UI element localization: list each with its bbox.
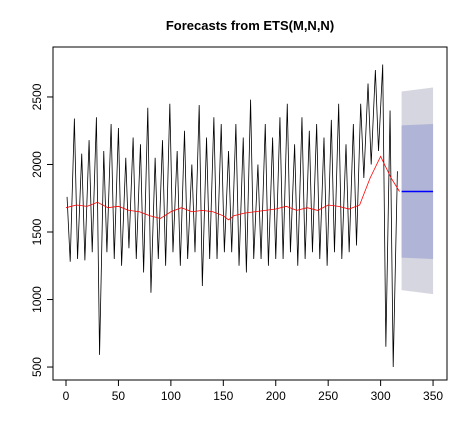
series-line	[66, 64, 398, 368]
x-tick-label: 0	[63, 389, 70, 403]
y-tick-label: 1500	[30, 218, 44, 245]
chart-title: Forecasts from ETS(M,N,N)	[166, 18, 334, 33]
x-tick-label: 250	[318, 389, 338, 403]
y-tick-label: 500	[30, 357, 44, 377]
y-tick-label: 1000	[30, 286, 44, 313]
series-line	[65, 155, 400, 221]
x-tick-label: 350	[423, 389, 443, 403]
y-tick-label: 2000	[30, 151, 44, 178]
y-tick-label: 2500	[30, 83, 44, 110]
plot-frame	[52, 46, 448, 381]
x-tick-label: 50	[112, 389, 126, 403]
x-tick-label: 200	[266, 389, 286, 403]
x-tick-label: 300	[371, 389, 391, 403]
x-tick-label: 150	[213, 389, 233, 403]
x-tick-label: 100	[161, 389, 181, 403]
